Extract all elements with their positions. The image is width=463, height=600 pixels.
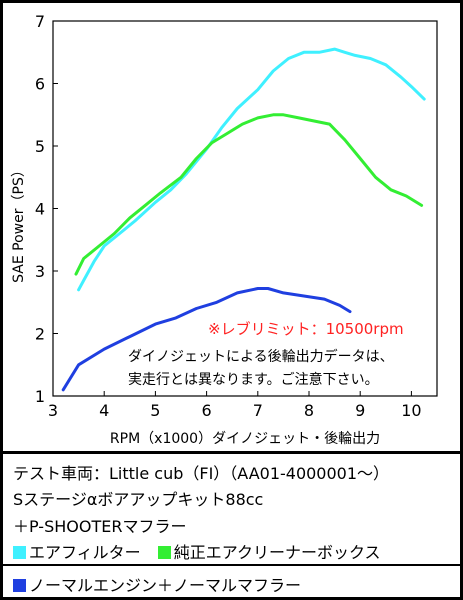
spec-caption-box: テスト車両：Little cub（FI）（AA01-4000001～） Sステー…	[3, 454, 460, 564]
x-ticks: 3 4 5 6 7 8 9 10	[48, 391, 422, 420]
series-line-normal	[61, 287, 352, 392]
x-axis-label: RPM（x1000）ダイノジェット・後輪出力	[110, 430, 380, 447]
x-tick-label: 4	[99, 401, 109, 420]
legend-item-stock-box: 純正エアクリーナーボックス	[157, 539, 381, 563]
legend-label-normal: ノーマルエンジン＋ノーマルマフラー	[29, 576, 302, 595]
y-axis-label: SAE Power（PS）	[11, 163, 27, 283]
y-tick-label: 1	[35, 387, 45, 406]
muffler-line: ＋P-SHOOTERマフラー	[13, 517, 187, 536]
y-tick-label: 3	[35, 262, 45, 281]
y-tick-label: 5	[35, 137, 45, 156]
x-tick-label: 8	[304, 401, 314, 420]
normal-legend-box: ノーマルエンジン＋ノーマルマフラー	[3, 566, 460, 597]
y-tick-label: 6	[35, 75, 45, 94]
legend-item-normal: ノーマルエンジン＋ノーマルマフラー	[13, 572, 301, 596]
x-tick-label: 9	[355, 401, 365, 420]
x-tick-label: 10	[401, 401, 421, 420]
legend-swatch-normal	[13, 579, 26, 592]
y-tick-label: 4	[35, 200, 45, 219]
legend: エアフィルター 純正エアクリーナーボックス	[13, 539, 381, 563]
legend-swatch-air-filter	[13, 546, 26, 559]
x-tick-label: 7	[253, 401, 263, 420]
y-ticks: 1 2 3 4 5 6 7	[35, 12, 58, 406]
kit-line: Sステージαボアアップキット88cc	[13, 490, 264, 509]
series-line-air-filter	[77, 47, 426, 292]
series-lines	[61, 47, 426, 392]
chart-panel: 1 2 3 4 5 6 7 3 4 5 6 7 8 9 10 ※レブリミット：10500rpm ダイノジェ…	[3, 3, 460, 451]
note-line-2: 実走行とは異なります。ご注意下さい。	[128, 371, 379, 388]
plot-area	[52, 20, 438, 397]
note-line-1: ダイノジェットによる後輪出力データは、	[128, 348, 394, 365]
test-vehicle-line: テスト車両：Little cub（FI）（AA01-4000001～）	[13, 464, 390, 483]
y-tick-label: 2	[35, 325, 45, 344]
x-tick-label: 5	[150, 401, 160, 420]
series-line-stock-box	[74, 113, 424, 276]
power-chart: 1 2 3 4 5 6 7 3 4 5 6 7 8 9 10 ※レブリミット：10500rpm ダイノジェ…	[11, 12, 438, 447]
legend-label-air-filter: エアフィルター	[29, 543, 141, 562]
y-tick-label: 7	[35, 12, 45, 31]
legend-label-stock-box: 純正エアクリーナーボックス	[173, 543, 381, 562]
legend-item-air-filter: エアフィルター	[13, 539, 141, 563]
x-tick-label: 6	[202, 401, 212, 420]
legend-swatch-stock-box	[157, 546, 171, 559]
rev-limit-annotation: ※レブリミット：10500rpm	[208, 320, 404, 338]
x-tick-label: 3	[48, 401, 58, 420]
